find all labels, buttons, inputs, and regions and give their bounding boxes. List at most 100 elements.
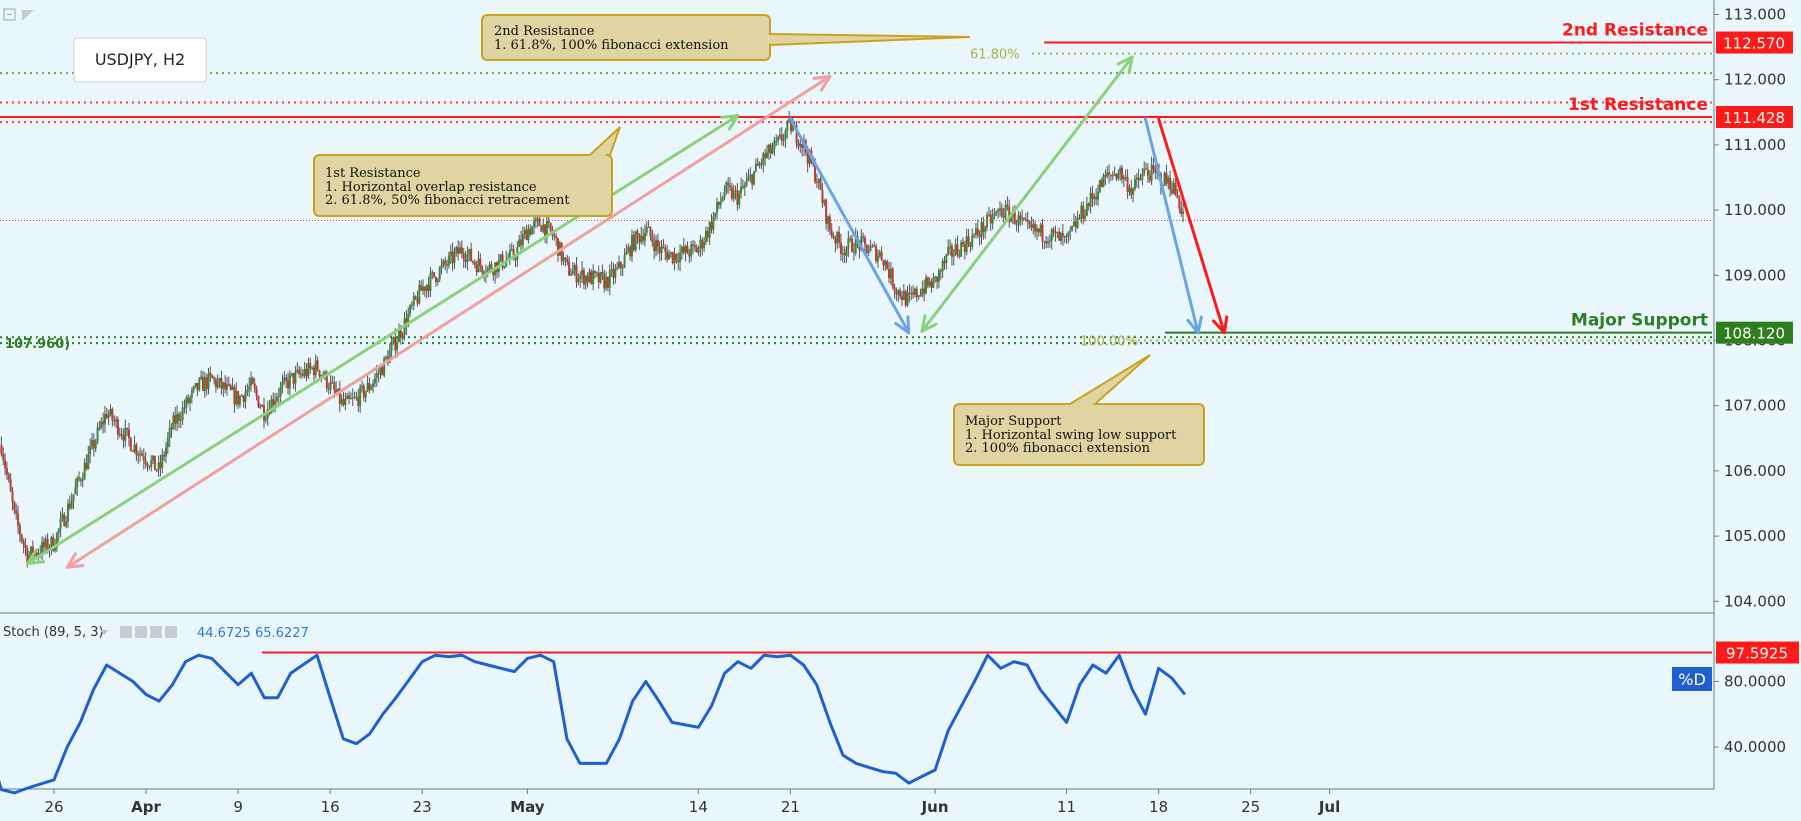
candle-body [915,288,918,298]
candle-body [995,211,998,214]
candle-body [351,397,354,399]
candle-body [152,455,155,461]
candle-body [982,222,985,233]
candle-body [1056,231,1059,233]
candle-body [832,236,835,238]
candle-body [664,247,667,252]
candle-body [869,246,872,251]
candle-body [712,216,715,230]
symbol-label: USDJPY, H2 [95,50,185,69]
candle-body [836,231,839,244]
stoch-add-icon[interactable] [150,626,162,638]
candle-body [1063,236,1066,238]
candle-body [520,239,523,246]
candle-body [55,533,58,548]
candle-body [621,267,624,269]
candle-body [177,413,180,421]
candle-body [723,192,726,198]
candle-body [849,238,852,240]
candle-body [590,271,593,285]
candle-body [786,121,789,131]
candle-body [42,541,45,548]
candle-body [701,239,704,249]
price-axis-panel [1714,0,1801,817]
candle-body [272,399,275,406]
candle-body [839,242,842,254]
candle-body [490,264,493,271]
candle-body [571,270,574,275]
candle-body [1170,189,1173,194]
candle-body [275,396,278,401]
candle-body [616,267,619,269]
candle-body [738,192,741,205]
candle-body [294,371,297,384]
candle-body [15,509,18,514]
candle-body [229,384,232,390]
candle-body [179,419,182,421]
candle-body [642,235,645,241]
stoch-eye-icon[interactable] [120,626,132,638]
candle-body [769,144,772,154]
candle-body [157,462,160,471]
candle-body [612,269,615,278]
level-label: 100.00% [1080,335,1138,350]
candle-body [669,252,672,254]
candle-body [692,244,695,246]
candle-body [825,200,828,224]
note-1st-line-1: 1. Horizontal overlap resistance [325,180,537,195]
candle-body [808,150,811,164]
candle-body [131,450,134,452]
candle-body [716,201,719,213]
candle-body [410,305,413,307]
candle-body [214,379,217,388]
stoch-dropdown-icon[interactable] [100,630,108,635]
candle-body [913,288,916,295]
candle-body [0,444,3,454]
candle-body [1061,232,1064,237]
candle-body [196,383,199,390]
candle-body [78,477,81,480]
stoch-close-icon[interactable] [165,626,177,638]
candle-body [501,254,504,268]
price-tick-label: 106.000 [1724,462,1786,480]
candle-body [373,378,376,384]
stoch-settings-icon[interactable] [135,626,147,638]
candle-body [468,249,471,255]
candle-body [817,178,820,183]
candle-body [144,460,147,464]
candle-body [115,419,118,422]
candle-body [13,501,16,510]
candle-body [163,454,166,457]
candle-body [956,244,959,254]
pointer-icon[interactable] [22,10,34,21]
candle-body [181,407,184,420]
candle-body [246,389,249,393]
collapse-icon[interactable] [3,8,16,21]
candle-body [1152,165,1155,170]
candle-body [342,399,345,405]
candle-body [259,406,262,408]
time-tick-label: May [510,798,545,816]
stoch-value-d: 65.6227 [255,626,309,641]
candle-body [105,413,108,418]
trend-arrow-tail-0 [26,548,46,565]
candle-body [747,176,750,181]
trend-arrow-4 [1143,117,1200,335]
candle-body [623,254,626,268]
candle-body [72,494,75,502]
price-tick-label: 107.000 [1724,397,1786,415]
candle-body [1076,217,1079,228]
candle-body [690,244,693,257]
candle-body [338,388,341,405]
candle-body [1117,173,1120,179]
candle-body [155,470,158,472]
candle-body [605,277,608,289]
candle-body [116,419,119,435]
candle-body [1060,232,1063,241]
note-major-support: Major Support 1. Horizontal swing low su… [953,354,1205,466]
candle-body [470,249,473,262]
price-tick-label: 109.000 [1724,266,1786,284]
candle-body [220,378,223,389]
candle-body [54,547,57,551]
candle-body [976,228,979,235]
